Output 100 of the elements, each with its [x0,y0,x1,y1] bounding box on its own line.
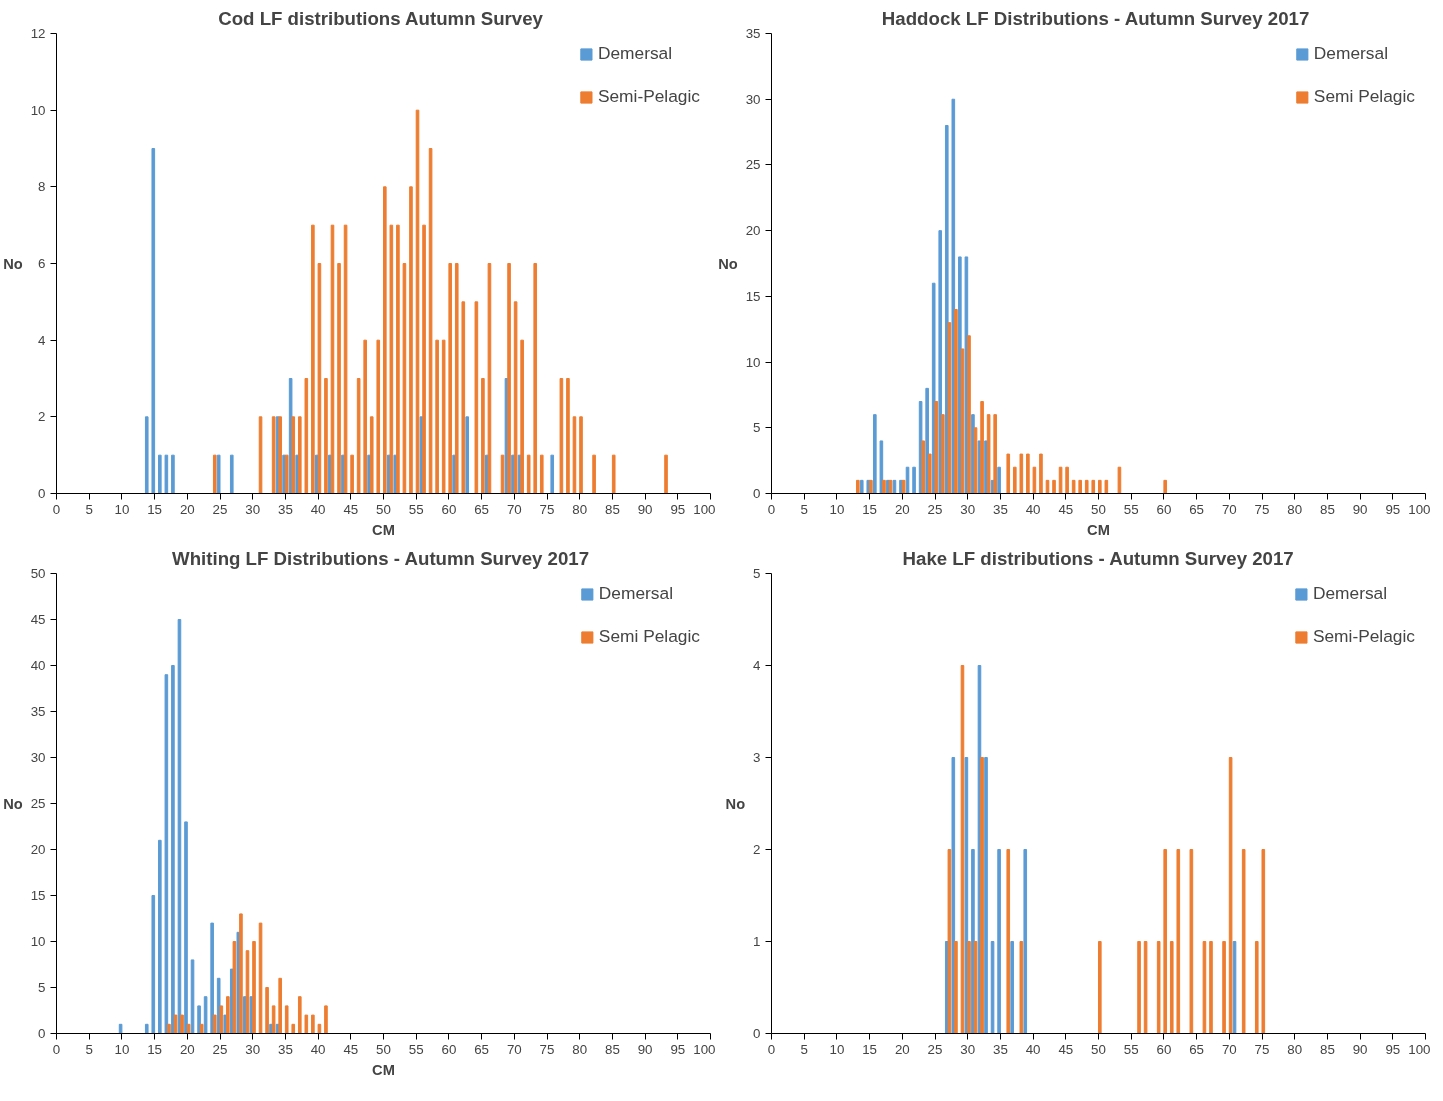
x-tick-label: 10 [114,501,130,517]
x-tick-label: 70 [1221,501,1237,517]
x-tick-label: 95 [1385,1041,1401,1057]
y-tick-label: 10 [745,354,761,370]
y-tick-label: 5 [753,420,761,436]
chart-title: Whiting LF Distributions - Autumn Survey 2017 [172,547,590,569]
x-tick-label: 95 [1385,501,1401,517]
y-tick-label: 2 [38,409,46,425]
legend-label: Demersal [1313,43,1389,64]
x-tick-label: 15 [147,501,163,517]
y-axis-title: No [3,795,23,812]
x-tick-label: 65 [1189,1041,1205,1057]
y-tick-label: 45 [30,612,46,627]
y-tick-label: 5 [753,566,761,581]
y-axis-title: No [718,255,738,272]
chart-title: Haddock LF Distributions - Autumn Survey 2017 [881,7,1310,29]
y-axis-title: No [725,795,746,812]
x-tick-label: 85 [604,501,620,517]
x-tick-label: 80 [572,501,588,517]
x-tick-label: 70 [1221,1041,1237,1057]
y-tick-label: 0 [38,1026,46,1041]
y-tick-label: 50 [30,566,46,581]
y-tick-label: 4 [38,332,47,348]
x-tick-label: 10 [829,501,845,517]
x-tick-label: 85 [604,1041,620,1057]
x-tick-label: 35 [277,501,293,517]
x-tick-label: 40 [1025,501,1041,517]
x-tick-label: 70 [506,1041,522,1057]
x-tick-label: 75 [1254,1041,1270,1057]
x-tick-label: 35 [277,1041,293,1057]
y-tick-label: 10 [30,102,46,118]
y-tick-label: 35 [745,26,761,41]
y-tick-label: 0 [38,486,46,501]
x-tick-label: 10 [829,1041,845,1057]
x-tick-label: 25 [927,1041,943,1057]
y-tick-label: 5 [38,980,46,995]
x-tick-label: 5 [800,501,808,517]
x-tick-label: 30 [960,501,976,517]
y-tick-label: 20 [745,223,761,239]
x-tick-label: 55 [408,1041,424,1057]
x-tick-label: 80 [1287,1041,1303,1057]
x-tick-label: 85 [1319,501,1335,517]
x-tick-label: 85 [1319,1041,1335,1057]
x-tick-label: 50 [376,1041,391,1057]
y-tick-label: 12 [30,26,46,41]
x-tick-label: 0 [52,1041,61,1057]
legend-label: Semi-Pelagic [1312,626,1415,647]
x-axis-title: CM [372,1061,395,1078]
y-tick-label: 40 [30,658,46,673]
x-tick-label: 10 [114,1041,130,1057]
x-tick-label: 75 [539,1041,555,1057]
x-tick-label: 55 [1123,1041,1139,1057]
y-tick-label: 0 [753,1026,761,1041]
y-tick-label: 4 [753,658,762,673]
legend-label: Semi Pelagic [598,626,700,647]
x-tick-label: 45 [1058,1041,1074,1057]
legend-label: Demersal [597,43,673,64]
x-tick-label: 5 [85,1041,93,1057]
y-tick-label: 20 [30,842,46,857]
x-tick-label: 15 [862,1041,878,1057]
x-tick-label: 5 [800,1041,808,1057]
x-tick-label: 90 [637,1041,653,1057]
x-tick-label: 50 [1091,501,1106,517]
legend-label: Semi-Pelagic [597,86,700,107]
chart-title: Cod LF distributions Autumn Survey [218,7,544,29]
x-tick-label: 95 [670,501,686,517]
x-tick-label: 100 [693,501,716,517]
legend-label: Semi Pelagic [1313,86,1415,107]
x-tick-label: 60 [441,1041,457,1057]
x-tick-label: 30 [960,1041,976,1057]
chart-title: Hake LF distributions - Autumn Survey 2017 [902,547,1294,569]
x-tick-label: 30 [245,501,261,517]
x-tick-label: 40 [310,501,326,517]
x-tick-label: 30 [245,1041,261,1057]
x-tick-label: 0 [767,501,776,517]
legend-label: Demersal [598,583,674,604]
y-tick-label: 8 [38,179,46,195]
x-tick-label: 90 [637,501,653,517]
x-tick-label: 20 [894,1041,910,1057]
x-tick-label: 20 [179,1041,195,1057]
x-tick-label: 90 [1352,1041,1368,1057]
y-tick-label: 0 [753,486,761,501]
y-axis-title: No [3,255,23,272]
x-tick-label: 0 [52,501,61,517]
x-tick-label: 50 [376,501,391,517]
x-tick-label: 45 [343,1041,359,1057]
x-tick-label: 45 [1058,501,1074,517]
x-tick-label: 25 [927,501,943,517]
x-tick-label: 70 [506,501,522,517]
x-tick-label: 75 [1254,501,1270,517]
x-tick-label: 55 [408,501,424,517]
x-tick-label: 0 [767,1041,776,1057]
x-tick-label: 60 [1156,1041,1172,1057]
x-tick-label: 100 [693,1041,716,1057]
x-axis-title: CM [372,521,395,538]
y-tick-label: 6 [38,256,46,271]
x-tick-label: 35 [992,1041,1008,1057]
x-tick-label: 60 [1156,501,1172,517]
x-tick-label: 75 [539,501,555,517]
x-tick-label: 60 [441,501,457,517]
